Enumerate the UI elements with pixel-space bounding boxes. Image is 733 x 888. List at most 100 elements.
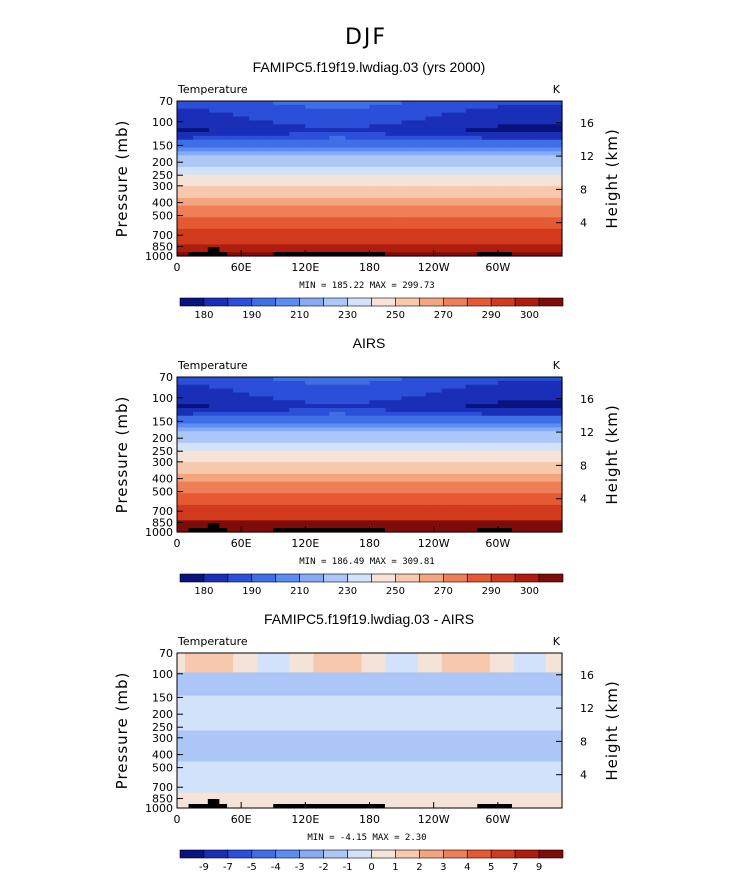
field-cell [361, 104, 371, 110]
figure-title: DJF [345, 25, 387, 50]
field-cell [417, 660, 427, 666]
field-cell [473, 512, 483, 518]
field-cell [537, 186, 547, 191]
field-cell [409, 124, 419, 129]
field-cell [537, 695, 547, 701]
field-cell [553, 116, 563, 121]
field-cell [473, 508, 483, 514]
field-cell [385, 248, 395, 253]
field-cell [369, 232, 379, 238]
field-cell [449, 139, 459, 145]
field-cell [193, 435, 202, 440]
field-cell [233, 524, 242, 529]
field-cell [305, 435, 314, 440]
field-cell [281, 439, 290, 444]
field-cell [233, 489, 242, 494]
field-cell [505, 396, 515, 401]
field-cell [425, 423, 435, 428]
field-cell [433, 446, 443, 452]
field-cell [473, 124, 483, 129]
field-cell [449, 396, 459, 401]
field-cell [185, 116, 194, 121]
field-cell [465, 384, 475, 390]
field-cell [433, 722, 443, 728]
field-cell [177, 147, 186, 152]
field-cell [249, 691, 258, 697]
field-cell [377, 151, 387, 156]
field-cell [545, 481, 555, 487]
field-cell [369, 501, 379, 506]
field-cell [233, 504, 242, 510]
field-cell [209, 132, 218, 137]
field-cell [209, 190, 218, 195]
field-cell [417, 101, 427, 106]
field-cell [385, 194, 395, 199]
field-cell [457, 415, 467, 421]
field-cell [393, 190, 403, 195]
field-cell [513, 481, 523, 487]
field-cell [225, 101, 234, 106]
field-cell [273, 466, 282, 471]
field-cell [329, 477, 339, 483]
field-cell [241, 166, 250, 172]
field-cell [329, 427, 339, 432]
field-cell [361, 699, 371, 704]
field-cell [225, 458, 234, 463]
y2-tick-label: 12 [580, 150, 594, 163]
field-cell [369, 684, 379, 689]
field-cell [505, 672, 515, 677]
y-tick-label: 300 [152, 180, 173, 193]
field-cell [393, 516, 403, 521]
panel-title: FAMIPC5.f19f19.lwdiag.03 - AIRS [264, 611, 474, 627]
field-cell [249, 190, 258, 195]
field-cell [385, 404, 395, 409]
field-cell [369, 676, 379, 681]
field-cell [241, 419, 250, 425]
field-cell [537, 236, 547, 242]
field-cell [337, 396, 347, 401]
field-cell [553, 244, 563, 249]
field-cell [265, 236, 274, 242]
field-cell [497, 205, 507, 211]
field-cell [281, 135, 290, 141]
field-cell [457, 431, 467, 436]
field-cell [241, 155, 250, 160]
field-cell [289, 388, 298, 394]
field-cell [545, 377, 555, 382]
field-cell [449, 691, 459, 697]
field-cell [353, 147, 363, 152]
field-cell [193, 470, 202, 475]
field-cell [377, 135, 387, 141]
field-cell [449, 166, 459, 172]
field-cell [465, 108, 475, 114]
field-cell [345, 213, 355, 218]
field-cell [449, 520, 459, 525]
field-cell [393, 408, 403, 413]
field-cell [537, 217, 547, 222]
field-cell [297, 186, 306, 191]
field-cell [425, 435, 435, 440]
field-cell [473, 726, 483, 732]
field-cell [329, 377, 339, 382]
field-cell [529, 384, 539, 390]
field-cell [265, 512, 274, 518]
field-cell [513, 493, 523, 498]
field-cell [417, 252, 427, 257]
field-cell [289, 139, 298, 145]
field-cell [425, 672, 435, 677]
field-cell [465, 668, 475, 673]
field-cell [297, 166, 306, 172]
field-cell [537, 664, 547, 670]
field-cell [457, 656, 467, 662]
field-cell [553, 392, 563, 397]
field-cell [465, 699, 475, 704]
field-cell [385, 213, 395, 218]
field-cell [505, 104, 515, 110]
field-cell [417, 508, 427, 514]
field-cell [553, 213, 563, 218]
field-cell [257, 388, 266, 394]
field-cell [225, 232, 234, 238]
field-cell [225, 668, 234, 673]
field-cell [449, 489, 459, 494]
field-cell [281, 396, 290, 401]
